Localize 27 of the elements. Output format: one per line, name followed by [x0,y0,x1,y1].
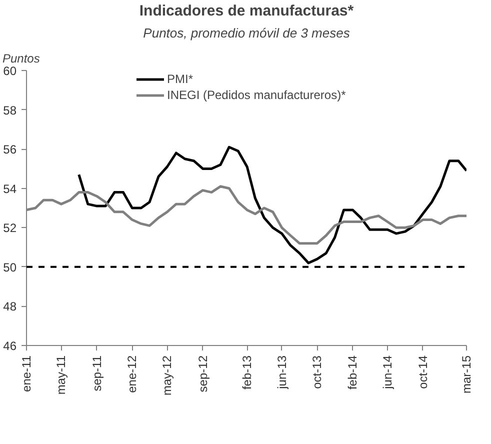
line-series [78,146,466,264]
x-tick-label: may-11 [54,355,68,395]
x-tick-label: jun-14 [380,355,394,390]
y-tick-label: 50 [3,260,17,274]
x-tick-label: mar-15 [460,355,474,394]
x-tick-label: sep-11 [90,355,104,392]
y-tick-label: 48 [3,300,17,314]
x-tick-label: ene-12 [125,355,140,393]
legend-label: INEGI (Pedidos manufactureros)* [167,88,346,102]
y-tick-label: 52 [3,221,17,236]
y-tick-label: 54 [3,182,17,196]
x-tick-label: jun-13 [274,355,289,390]
x-tick-label: feb-13 [240,355,254,390]
y-tick-label: 58 [3,103,17,118]
chart-title: Indicadores de manufacturas* [139,2,354,20]
x-tick-label: ene-11 [20,355,34,392]
legend-label: PMI* [167,72,194,86]
x-tick-label: oct-14 [416,355,430,389]
x-tick-label: may-12 [160,355,174,396]
y-axis-title: Puntos [2,52,40,66]
x-tick-label: sep-12 [196,355,210,392]
y-tick-label: 46 [3,339,17,353]
y-tick-label: 56 [3,142,17,157]
y-tick-label: 60 [3,64,17,78]
x-tick-label: oct-13 [310,355,324,389]
x-tick-label: feb-14 [346,355,360,390]
chart-subtitle: Puntos, promedio móvil de 3 meses [143,26,350,40]
